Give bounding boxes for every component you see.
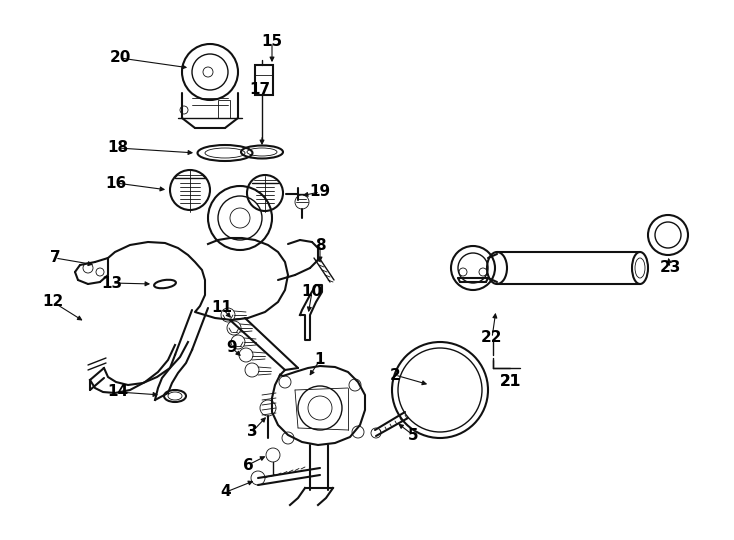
Text: 18: 18	[107, 140, 128, 156]
Text: 16: 16	[106, 176, 127, 191]
Text: 10: 10	[302, 285, 322, 300]
Text: 13: 13	[101, 275, 123, 291]
Text: 4: 4	[221, 484, 231, 500]
Text: 14: 14	[107, 384, 128, 400]
Text: 19: 19	[310, 185, 330, 199]
Text: 5: 5	[407, 428, 418, 442]
Text: 15: 15	[261, 35, 283, 50]
Text: 22: 22	[482, 330, 503, 346]
Text: 6: 6	[243, 457, 253, 472]
Bar	[218, 100, 230, 118]
Text: 7: 7	[50, 251, 60, 266]
Text: 11: 11	[211, 300, 233, 315]
Text: 20: 20	[109, 51, 131, 65]
Text: 8: 8	[315, 238, 325, 253]
Text: 21: 21	[499, 375, 520, 389]
Text: 9: 9	[227, 341, 237, 355]
Bar	[255, 65, 273, 95]
Text: 21: 21	[499, 375, 520, 389]
Text: 2: 2	[390, 368, 400, 382]
Text: 3: 3	[247, 424, 258, 440]
Text: 12: 12	[43, 294, 64, 309]
Text: 1: 1	[315, 353, 325, 368]
Text: 17: 17	[250, 83, 271, 98]
Text: 23: 23	[659, 260, 680, 275]
